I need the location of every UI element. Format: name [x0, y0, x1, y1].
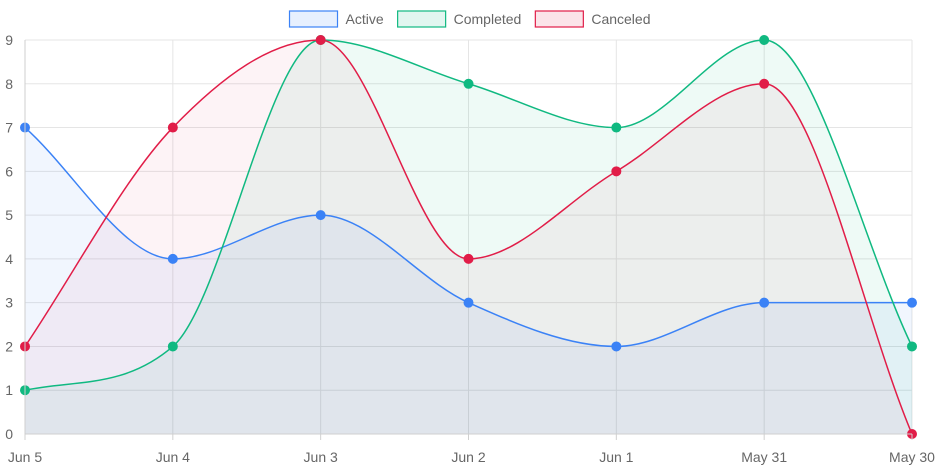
data-point-canceled[interactable] — [611, 166, 622, 177]
y-tick-label: 3 — [5, 295, 13, 311]
legend-item-active[interactable]: Active — [288, 10, 384, 28]
x-tick-label: Jun 1 — [599, 449, 633, 465]
x-tick-label: Jun 4 — [156, 449, 190, 465]
x-tick-label: Jun 5 — [8, 449, 42, 465]
y-tick-label: 8 — [5, 76, 13, 92]
series-area-canceled — [25, 40, 912, 434]
y-tick-label: 2 — [5, 338, 13, 354]
data-point-active[interactable] — [167, 253, 178, 264]
data-point-active[interactable] — [759, 297, 770, 308]
y-tick-label: 1 — [5, 382, 13, 398]
x-tick-label: May 30 — [889, 449, 935, 465]
y-tick-label: 0 — [5, 426, 13, 442]
data-point-completed[interactable] — [611, 122, 622, 133]
legend-swatch-active — [288, 10, 339, 28]
legend[interactable]: Active Completed Canceled — [288, 10, 651, 28]
data-point-completed[interactable] — [167, 341, 178, 352]
data-point-active[interactable] — [907, 297, 917, 308]
legend-item-completed[interactable]: Completed — [397, 10, 522, 28]
y-tick-label: 5 — [5, 207, 13, 223]
x-tick-label: Jun 3 — [304, 449, 338, 465]
data-point-canceled[interactable] — [167, 122, 178, 133]
series-area-active — [25, 127, 912, 435]
data-point-completed[interactable] — [463, 78, 474, 89]
axes: 0 1 2 3 4 5 6 7 8 9 Jun 5 Jun 4 Jun 3 Jun 2 Jun 1 May 3… — [5, 32, 935, 465]
x-tick-label: May 31 — [741, 449, 787, 465]
data-point-active[interactable] — [463, 297, 474, 308]
data-point-canceled[interactable] — [315, 35, 326, 45]
y-tick-label: 7 — [5, 120, 13, 136]
x-tick-label: Jun 2 — [451, 449, 485, 465]
data-point-active[interactable] — [315, 210, 326, 221]
data-point-active[interactable] — [611, 341, 622, 352]
legend-label-canceled: Canceled — [591, 11, 650, 27]
data-point-canceled[interactable] — [759, 78, 770, 89]
y-tick-label: 9 — [5, 32, 13, 48]
data-point-completed[interactable] — [907, 341, 917, 352]
y-tick-label: 6 — [5, 163, 13, 179]
legend-label-active: Active — [346, 11, 384, 27]
series-fills — [25, 40, 912, 435]
y-tick-label: 4 — [5, 251, 13, 267]
legend-item-canceled[interactable]: Canceled — [534, 10, 650, 28]
series-area-completed — [25, 40, 912, 434]
legend-swatch-canceled — [534, 10, 584, 28]
data-point-completed[interactable] — [759, 35, 770, 45]
data-point-canceled[interactable] — [463, 253, 474, 264]
legend-swatch-completed — [397, 10, 447, 28]
legend-label-completed: Completed — [454, 11, 522, 27]
